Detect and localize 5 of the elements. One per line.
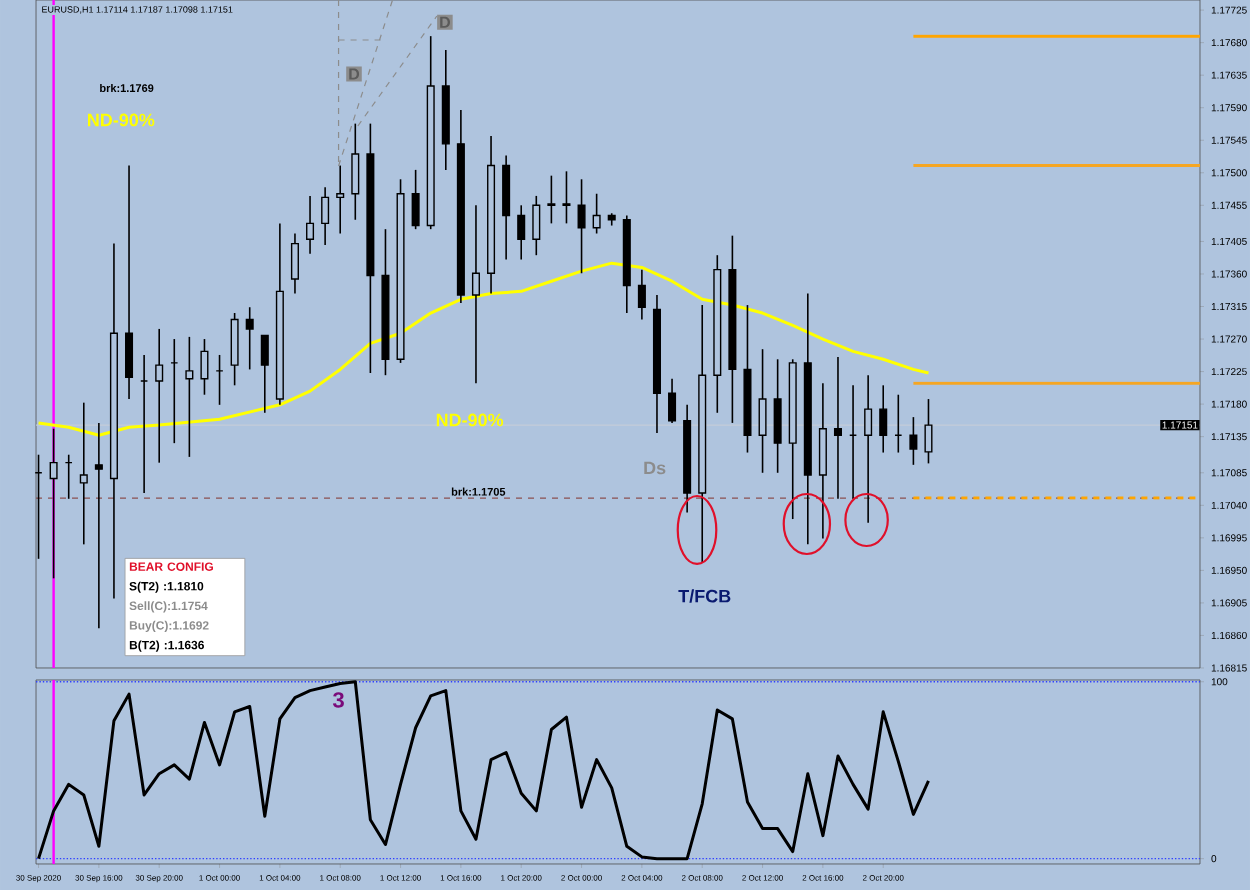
annotation: T/FCB: [678, 589, 731, 603]
annotation: 3: [332, 692, 344, 708]
annotation: ND-90%: [436, 413, 504, 427]
annotation: Ds: [644, 461, 666, 475]
annotation: ND-90%: [88, 113, 155, 127]
